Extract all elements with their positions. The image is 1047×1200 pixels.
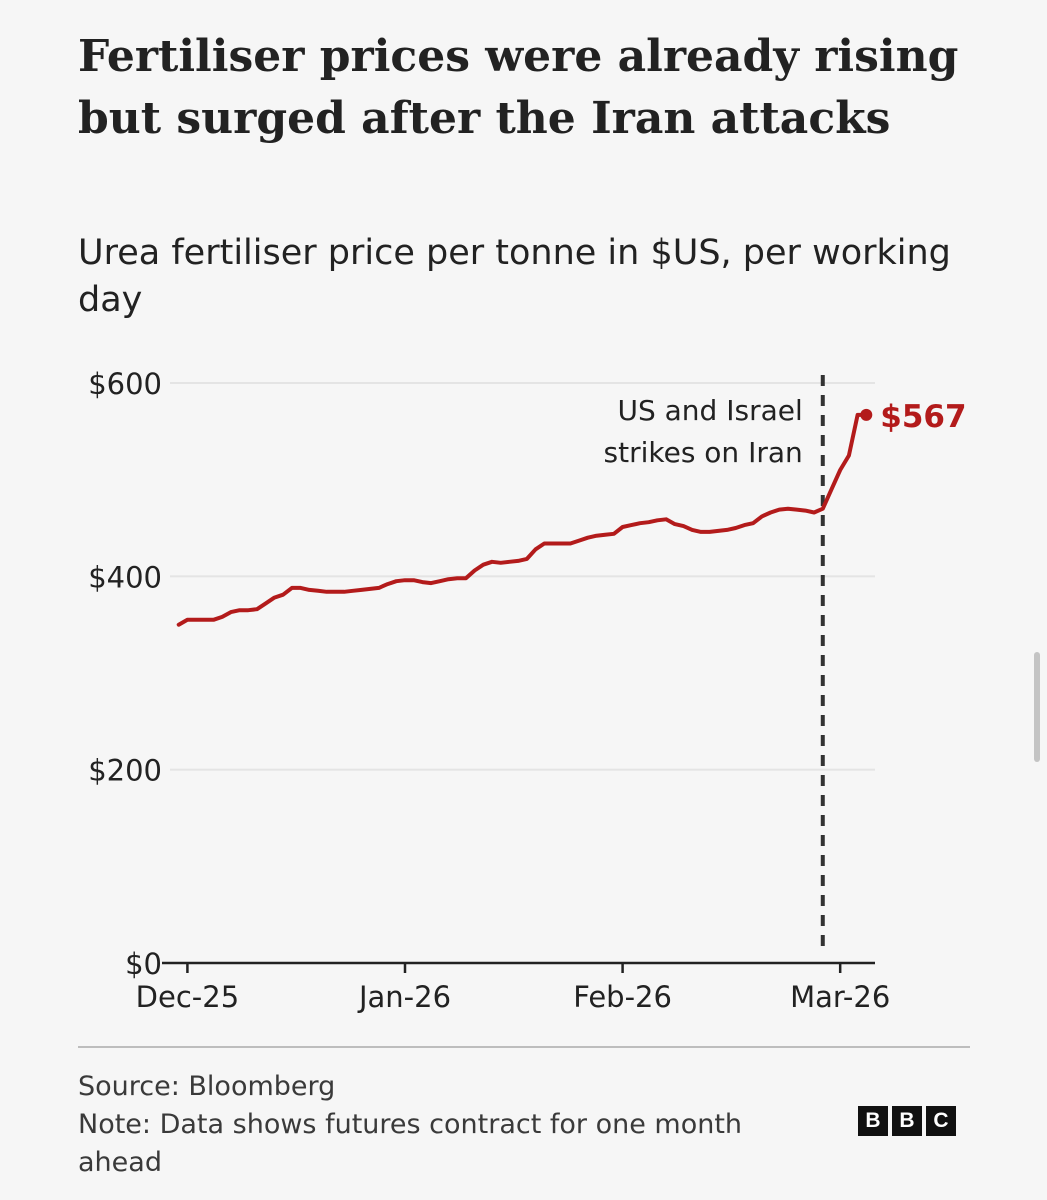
bbc-logo-letter: B	[858, 1106, 888, 1136]
bbc-logo-letter: B	[892, 1106, 922, 1136]
bbc-logo: B B C	[858, 1106, 956, 1136]
y-tick-label-400: $400	[88, 560, 162, 594]
line-chart: $600 $400 $200 $0 Dec-25 Jan-26 Feb-26 M…	[88, 367, 967, 1014]
x-tick-label-dec-25: Dec-25	[136, 980, 239, 1014]
y-tick-label-0: $0	[125, 947, 162, 981]
series-urea-price: $567	[176, 399, 967, 627]
end-point-marker	[860, 408, 873, 421]
source-note: Source: Bloomberg	[78, 1071, 336, 1102]
event-annotation: US and Israel strikes on Iran	[604, 375, 825, 952]
event-label-line-2: strikes on Iran	[604, 436, 803, 469]
chart-title: Fertiliser prices were already rising bu…	[78, 31, 959, 144]
event-label: US and Israel strikes on Iran	[604, 394, 803, 469]
x-tick-label-jan-26: Jan-26	[357, 980, 451, 1014]
data-note: Note: Data shows futures contract for on…	[78, 1109, 743, 1178]
footer-divider	[78, 1046, 970, 1048]
gridlines	[170, 382, 875, 771]
x-tick-label-mar-26: Mar-26	[790, 980, 890, 1014]
event-label-line-1: US and Israel	[617, 394, 802, 427]
x-tick-label-feb-26: Feb-26	[573, 980, 672, 1014]
bbc-logo-letter: C	[926, 1106, 956, 1136]
chart-subtitle: Urea fertiliser price per tonne in $US, …	[78, 233, 951, 320]
x-axis-tick-labels: Dec-25 Jan-26 Feb-26 Mar-26	[136, 980, 891, 1014]
series-line-urea-price	[176, 412, 869, 627]
y-tick-label-600: $600	[88, 367, 162, 401]
scrollbar-thumb[interactable]	[1034, 652, 1040, 762]
x-axis	[162, 961, 875, 973]
y-axis-tick-labels: $600 $400 $200 $0	[88, 367, 162, 981]
y-tick-label-200: $200	[88, 754, 162, 788]
end-value-label: $567	[880, 399, 966, 435]
